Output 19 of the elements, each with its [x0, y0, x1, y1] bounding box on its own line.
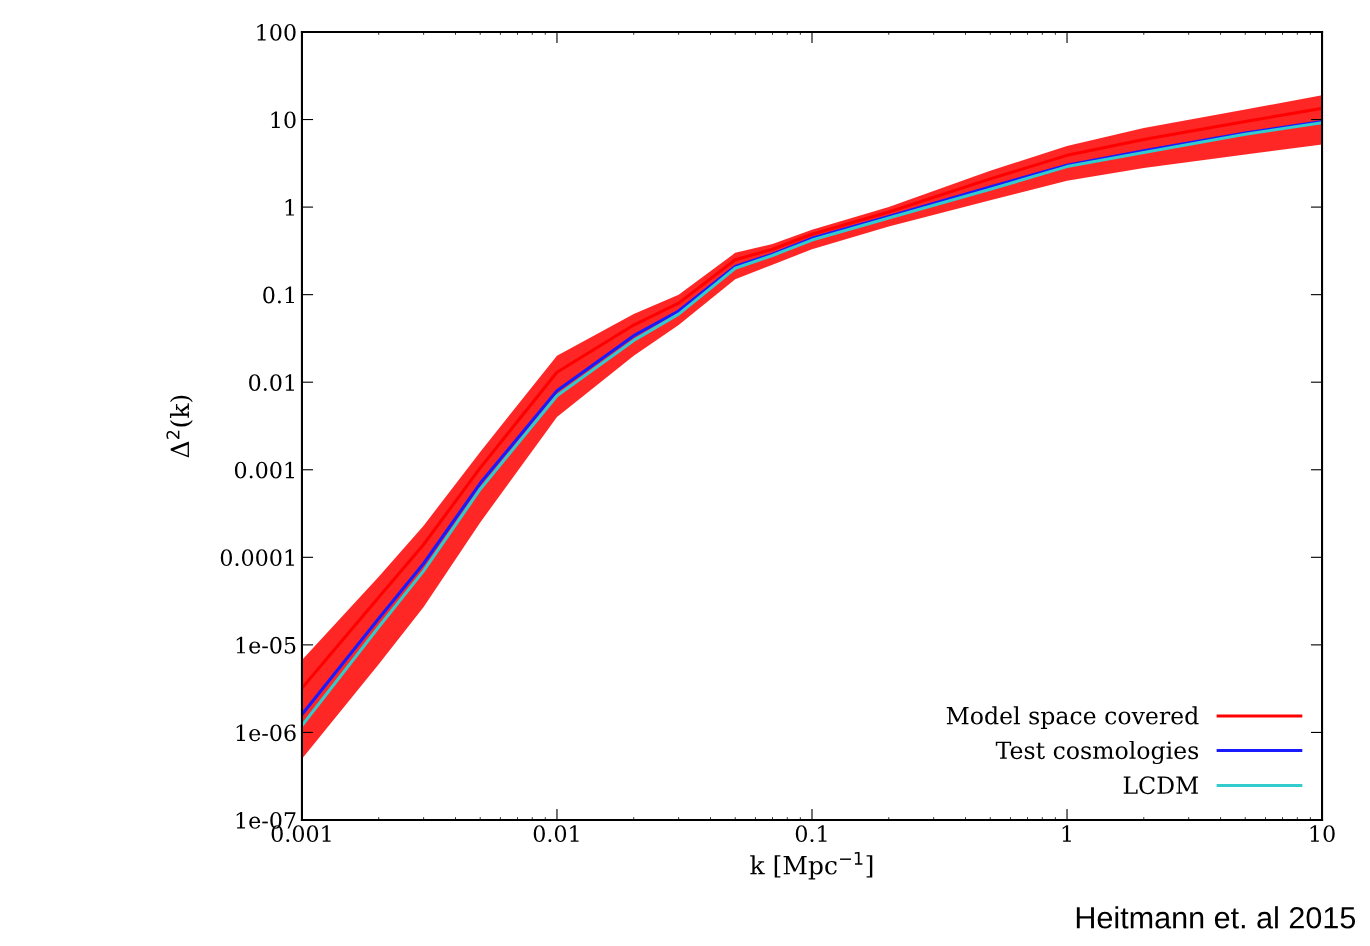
y-tick-label: 0.001 — [234, 461, 294, 479]
y-tick-label: 1e-06 — [236, 724, 296, 742]
legend-label: LCDM — [1123, 776, 1199, 795]
legend-label: Test cosmologies — [995, 740, 1199, 765]
y-tick-label: 100 — [257, 23, 296, 41]
x-tick-label: 10 — [1310, 825, 1335, 843]
y-tick-label: 1 — [285, 199, 294, 216]
y-tick-label: 1e-05 — [236, 636, 296, 654]
y-tick-label: 0.0001 — [220, 549, 294, 567]
y-axis-title: Δ$^{2}$(k) — [166, 395, 193, 458]
y-tick-label: 0.01 — [249, 374, 294, 391]
x-tick-label: 0.01 — [533, 825, 579, 843]
y-tick-label: 10 — [271, 111, 296, 129]
text: Heitmann et. al 2015 — [1076, 906, 1356, 929]
legend-label: Model space covered — [946, 706, 1199, 730]
x-tick-label: 0.1 — [795, 825, 827, 843]
y-tick-label: 0.1 — [263, 286, 294, 304]
x-axis-title: k [Mpc$^{−1}$] — [750, 851, 873, 880]
x-tick-label: 1 — [1062, 825, 1071, 842]
